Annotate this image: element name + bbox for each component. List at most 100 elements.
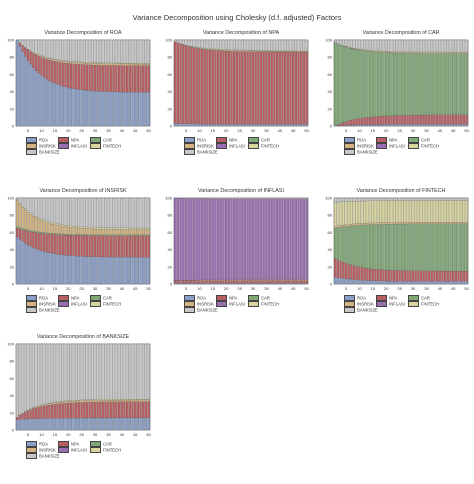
bar-segment-banksize [388, 40, 390, 51]
bar-segment-car [388, 53, 390, 116]
bar-segment-npa [131, 66, 133, 93]
x-tick-label: 50 [146, 128, 151, 133]
bar-segment-npa [247, 281, 249, 284]
bar-segment-insrisk [137, 400, 139, 402]
bar-segment-car [407, 53, 409, 115]
bar-segment-roa [107, 92, 109, 126]
bar-segment-insrisk [396, 52, 398, 53]
bar-segment-insrisk [396, 222, 398, 224]
bar-segment-npa [377, 269, 379, 280]
bar-segment-npa [80, 235, 82, 256]
bar-segment-banksize [436, 40, 438, 52]
bar-segment-npa [204, 281, 206, 284]
bar-segment-car [428, 54, 430, 115]
bar-segment-banksize [110, 344, 112, 399]
bar-segment-roa [99, 418, 101, 430]
bar-segment-npa [460, 271, 462, 281]
x-tick-label: 50 [304, 286, 309, 291]
bar-segment-banksize [54, 198, 56, 223]
bar-segment-banksize [97, 40, 99, 63]
bar-segment-fintech [214, 49, 216, 50]
bar-segment-banksize [340, 198, 342, 202]
bar-segment-roa [67, 88, 69, 126]
bar-segment-banksize [72, 344, 74, 400]
bar-segment-fintech [433, 201, 435, 223]
bar-segment-fintech [447, 52, 449, 53]
bar-segment-npa [129, 236, 131, 257]
bar-segment-fintech [51, 403, 53, 404]
bar-segment-roa [356, 280, 358, 284]
bar-segment-npa [182, 45, 184, 124]
legend-swatch [90, 301, 101, 307]
bar-segment-car [457, 54, 459, 115]
bar-segment-banksize [113, 344, 115, 399]
bar-segment-npa [27, 50, 29, 60]
bar-segment-npa [295, 281, 297, 284]
bar-segment-fintech [465, 52, 467, 53]
bar-segment-npa [447, 271, 449, 281]
bar-segment-insrisk [139, 400, 141, 402]
bar-segment-insrisk [102, 64, 104, 66]
bar-segment-banksize [342, 40, 344, 46]
bar-segment-banksize [70, 40, 72, 61]
bar-segment-npa [177, 43, 179, 124]
bar-segment-car [439, 54, 441, 115]
bar-segment-insrisk [24, 210, 26, 229]
bar-segment-banksize [137, 344, 139, 399]
bar-segment-car [358, 225, 360, 267]
bar-segment-fintech [428, 52, 430, 53]
x-tick-label: 50 [464, 128, 469, 133]
bar-segment-npa [412, 271, 414, 282]
bar-segment-npa [214, 50, 216, 124]
bar-segment-roa [214, 283, 216, 284]
bar-segment-npa [372, 117, 374, 125]
bar-segment-npa [30, 232, 32, 247]
bar-segment-roa [131, 257, 133, 284]
bar-segment-insrisk [35, 54, 37, 55]
bar-segment-npa [121, 402, 123, 418]
bar-segment-fintech [78, 62, 80, 63]
bar-segment-insrisk [236, 280, 238, 281]
bar-segment-banksize [356, 198, 358, 201]
bar-segment-fintech [72, 62, 74, 63]
x-tick-label: 45 [133, 432, 138, 437]
bar-segment-roa [19, 239, 21, 284]
bar-segment-car [113, 235, 115, 236]
bar-segment-npa [255, 52, 257, 124]
bar-segment-fintech [420, 52, 422, 53]
bar-segment-insrisk [449, 222, 451, 224]
bar-segment-roa [30, 64, 32, 126]
bar-segment-car [380, 52, 382, 116]
legend-swatch [248, 143, 259, 149]
bar-segment-insrisk [409, 222, 411, 224]
bar-segment-inflasi [174, 198, 176, 281]
bar-segment-banksize [415, 198, 417, 201]
bar-segment-roa [24, 419, 26, 430]
bar-segment-insrisk [142, 230, 144, 235]
bar-segment-car [348, 48, 350, 121]
bar-segment-roa [72, 256, 74, 284]
bar-segment-banksize [89, 198, 91, 227]
legend-label: INFLASI [229, 144, 245, 149]
bar-segment-fintech [147, 63, 149, 64]
legend-label: NPA [71, 296, 79, 301]
bar-segment-roa [447, 124, 449, 126]
bar-segment-inflasi [212, 199, 214, 280]
bar-segment-npa [214, 281, 216, 284]
bar-segment-banksize [295, 198, 297, 199]
bar-segment-banksize [452, 198, 454, 201]
bar-segment-insrisk [113, 230, 115, 235]
bar-segment-fintech [86, 62, 88, 63]
bar-segment-fintech [425, 52, 427, 53]
bar-segment-insrisk [361, 50, 363, 51]
bar-segment-roa [134, 92, 136, 126]
bar-segment-banksize [433, 198, 435, 201]
bar-segment-npa [238, 281, 240, 284]
x-tick-label: 40 [438, 128, 443, 133]
bar-segment-roa [145, 418, 147, 430]
bar-segment-fintech [67, 225, 69, 227]
x-tick-label: 45 [451, 286, 456, 291]
legend-label: INFLASI [389, 144, 405, 149]
bar-segment-fintech [236, 50, 238, 51]
bar-segment-insrisk [115, 64, 117, 66]
